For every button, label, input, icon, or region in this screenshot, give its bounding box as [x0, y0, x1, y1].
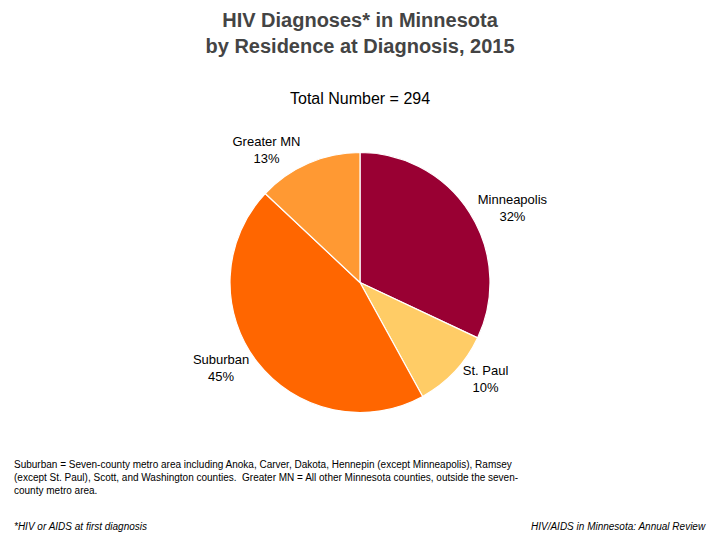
- svg-text:Total Number = 294: Total Number = 294: [290, 90, 430, 107]
- svg-text:HIV/AIDS in Minnesota: Annual: HIV/AIDS in Minnesota: Annual Review: [531, 521, 706, 532]
- svg-text:*HIV or AIDS at first diagnosi: *HIV or AIDS at first diagnosis: [14, 521, 147, 532]
- svg-text:Suburban = Seven-county metro: Suburban = Seven-county metro area inclu…: [14, 459, 518, 496]
- svg-text:HIV Diagnoses* in Minnesotaby: HIV Diagnoses* in Minnesotaby Residence …: [205, 9, 514, 57]
- svg-text:Suburban45%: Suburban45%: [193, 352, 249, 384]
- svg-text:Minneapolis32%: Minneapolis32%: [478, 192, 548, 224]
- svg-text:Greater MN13%: Greater MN13%: [232, 134, 300, 166]
- svg-text:St. Paul10%: St. Paul10%: [463, 363, 509, 395]
